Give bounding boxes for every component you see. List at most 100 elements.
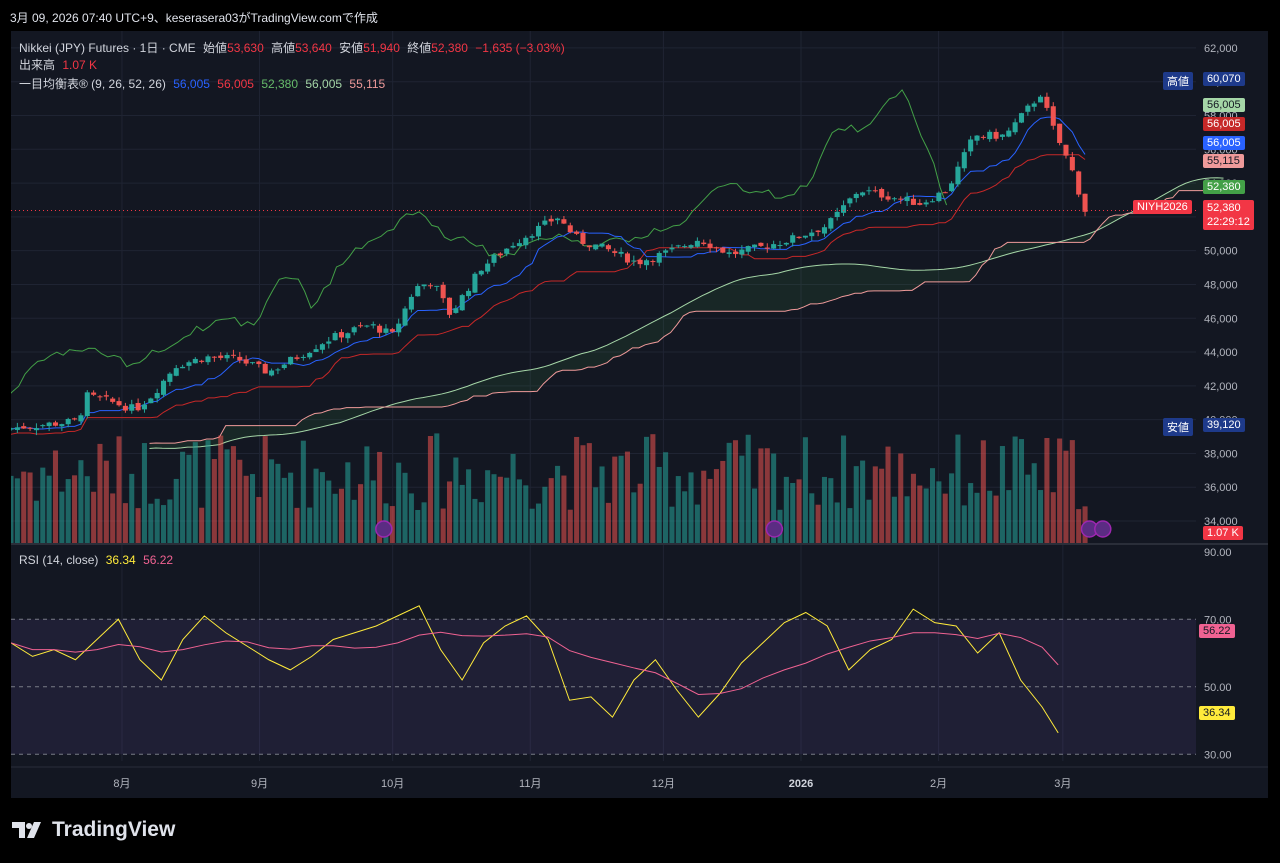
price-tick-label: 44,000 <box>1204 347 1238 359</box>
rsi-legend[interactable]: RSI (14, close) 36.34 56.22 <box>19 553 177 567</box>
candle-body <box>802 235 808 238</box>
rsi-tick-label: 30.00 <box>1204 749 1232 761</box>
volume-bar <box>929 468 936 543</box>
volume-bar <box>110 493 116 543</box>
event-marker-icon <box>765 520 784 538</box>
candle-body <box>713 247 719 249</box>
volume-bar <box>358 484 364 543</box>
volume-label: 出来高 <box>19 58 56 72</box>
volume-bar <box>555 465 561 543</box>
volume-bar <box>466 469 472 543</box>
volume-bar <box>612 456 618 543</box>
volume-bar <box>510 453 516 543</box>
volume-bar <box>1069 440 1075 543</box>
ichimoku-legend[interactable]: 一目均衡表® (9, 26, 52, 26) 56,005 56,005 52,… <box>19 75 389 92</box>
volume-bar <box>294 507 300 543</box>
price-tick-label: 42,000 <box>1204 381 1238 393</box>
volume-bar <box>567 509 573 543</box>
candle-body <box>1076 171 1082 195</box>
volume-bar <box>561 475 567 543</box>
volume-bar <box>1057 438 1063 543</box>
rsi-tick-label: 90.00 <box>1204 547 1232 559</box>
volume-bar <box>841 435 847 543</box>
candle-body <box>91 392 97 395</box>
legend-high: 53,640 <box>295 41 332 55</box>
candle-body <box>1038 96 1044 103</box>
candle-body <box>59 424 65 427</box>
volume-bar <box>173 478 179 543</box>
candle-body <box>574 231 580 234</box>
tag-senkou-a: 56,005 <box>1203 98 1245 112</box>
legend-symbol[interactable]: Nikkei (JPY) Futures · 1日 · CME <box>19 41 196 55</box>
time-tick-label: 8月 <box>113 778 130 790</box>
candle-body <box>586 245 592 248</box>
volume-bar <box>192 442 198 543</box>
volume-bar <box>154 498 160 543</box>
candle-body <box>828 218 834 229</box>
candle-body <box>466 290 472 297</box>
volume-bar <box>535 503 542 543</box>
volume-bar <box>186 454 192 543</box>
volume-bar <box>21 471 27 543</box>
volume-bar <box>427 436 433 543</box>
volume-bar <box>650 434 656 543</box>
candle-body <box>408 296 414 310</box>
candle-body <box>516 243 522 247</box>
volume-bar <box>745 434 751 543</box>
volume-bar <box>580 445 586 543</box>
candle-body <box>141 404 147 410</box>
candle-body <box>326 341 332 344</box>
candle-body <box>478 270 484 275</box>
time-tick-label: 10月 <box>381 778 404 790</box>
candle-body <box>783 242 789 245</box>
candle-body <box>777 245 783 247</box>
candle-body <box>821 227 828 234</box>
candle-body <box>421 284 427 287</box>
volume-bar <box>961 505 967 543</box>
volume-bar <box>230 446 236 543</box>
candle-body <box>580 232 586 244</box>
tradingview-logo[interactable]: TradingView <box>12 818 175 842</box>
legend-close-label: 終値 <box>407 41 432 55</box>
candle-body <box>910 198 916 205</box>
countdown: 22:29:12 <box>1207 216 1250 228</box>
low-price-value-tag: 39,120 <box>1203 418 1245 432</box>
candle-body <box>300 356 306 358</box>
candle-body <box>567 225 573 233</box>
volume-bar <box>472 498 478 543</box>
price-tick-label: 48,000 <box>1204 279 1238 291</box>
volume-bar <box>434 433 440 543</box>
candle-body <box>1063 144 1069 156</box>
candle-body <box>923 202 929 205</box>
volume-bar <box>669 506 675 543</box>
rsi-tick-label: 50.00 <box>1204 682 1232 694</box>
last-price: 52,380 <box>1207 202 1241 214</box>
volume-legend[interactable]: 出来高 1.07 K <box>19 56 101 73</box>
volume-bar <box>326 480 332 543</box>
tag-chikou: 52,380 <box>1203 180 1245 194</box>
volume-bar <box>370 480 376 543</box>
volume-bar <box>942 493 948 543</box>
low-tag-value: 39,120 <box>1207 419 1241 431</box>
legend-low: 51,940 <box>363 41 400 55</box>
volume-bar <box>644 436 650 543</box>
candle-body <box>427 285 433 287</box>
volume-bar <box>898 453 904 543</box>
volume-bar <box>485 470 491 543</box>
chart-canvas[interactable]: 62,00060,00058,00056,00054,00052,00050,0… <box>11 31 1268 798</box>
candle-body <box>160 380 167 395</box>
legend-open: 53,630 <box>227 41 264 55</box>
time-tick-label: 3月 <box>1054 778 1071 790</box>
volume-bar <box>1044 437 1050 543</box>
chart-frame[interactable]: 62,00060,00058,00056,00054,00052,00050,0… <box>11 31 1268 798</box>
candle-body <box>434 285 440 287</box>
candle-body <box>650 261 656 263</box>
candle-body <box>752 244 758 248</box>
senkou-span-b <box>149 190 1224 444</box>
volume-bar <box>446 481 453 543</box>
high-tag-label: 高値 <box>1167 76 1189 88</box>
volume-bar <box>707 478 713 543</box>
candle-body <box>224 354 230 359</box>
ichimoku-kijun: 56,005 <box>217 77 254 91</box>
candle-body <box>65 418 71 425</box>
